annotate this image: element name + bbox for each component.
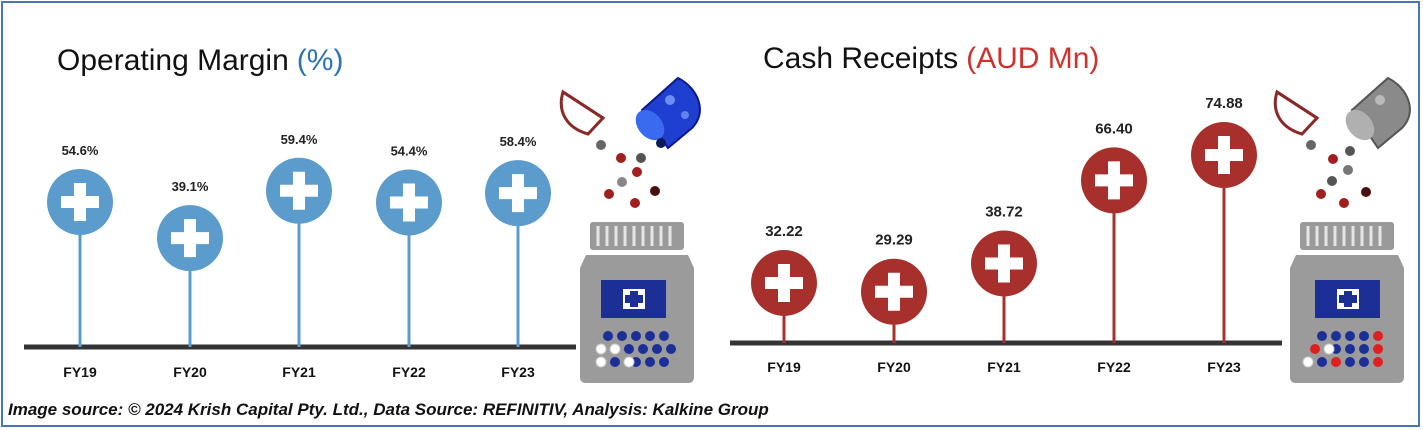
medical-cross-icon [1095,161,1133,200]
margin-title-unit: (%) [296,44,344,77]
chart-marks: 54.6% FY19 39.1% FY20 59.4% FY21 54.4% FY22 58.4… [47,95,1257,380]
medicine-bottle-right-icon [1290,222,1404,383]
capsule-half-blue-icon [635,76,701,150]
receipts-fy23-value-label: 74.88 [1205,95,1243,112]
receipts-fy21-tick-label: FY21 [987,359,1021,375]
medical-cross-icon [765,263,803,302]
receipts-title-text: Cash Receipts [763,42,959,75]
medical-cross-icon [171,219,209,258]
margin-fy20-value-label: 39.1% [172,179,209,194]
capsule-pills-illustration-right [1273,76,1411,208]
medical-cross-icon [1205,135,1243,174]
receipts-title-unit: (AUD Mn) [966,42,1100,75]
receipts-chart-title: Cash Receipts (AUD Mn) [763,42,1099,76]
medical-cross-icon [985,244,1023,283]
margin-fy23-tick-label: FY23 [501,364,535,380]
medicine-bottle-left-icon [580,222,694,383]
medical-cross-icon [61,182,99,221]
margin-chart-title: Operating Margin (%) [57,44,343,78]
receipts-fy22-value-label: 66.40 [1095,120,1133,137]
margin-title-text: Operating Margin [57,44,289,77]
receipts-fy22-tick-label: FY22 [1097,359,1131,375]
medical-cross-icon [875,272,913,311]
receipts-fy19-value-label: 32.22 [765,223,803,240]
margin-fy20-tick-label: FY20 [173,364,207,380]
margin-fy23-value-label: 58.4% [500,134,537,149]
medical-cross-icon [499,174,537,213]
receipts-fy23-tick-label: FY23 [1207,359,1241,375]
margin-fy21-value-label: 59.4% [281,132,318,147]
capsule-pills-illustration-left [559,76,701,208]
medical-cross-icon [390,183,428,222]
margin-fy19-tick-label: FY19 [63,364,97,380]
capsule-half-grey-icon [1345,76,1411,150]
margin-fy19-value-label: 54.6% [62,143,99,158]
margin-fy22-tick-label: FY22 [392,364,426,380]
receipts-fy20-value-label: 29.29 [875,232,913,249]
margin-fy22-value-label: 54.4% [391,143,428,158]
receipts-fy19-tick-label: FY19 [767,359,801,375]
margin-fy21-tick-label: FY21 [282,364,316,380]
medical-cross-icon [280,171,318,210]
source-caption: Image source: © 2024 Krish Capital Pty. … [8,400,769,419]
receipts-fy21-value-label: 38.72 [985,203,1023,220]
receipts-fy20-tick-label: FY20 [877,359,911,375]
